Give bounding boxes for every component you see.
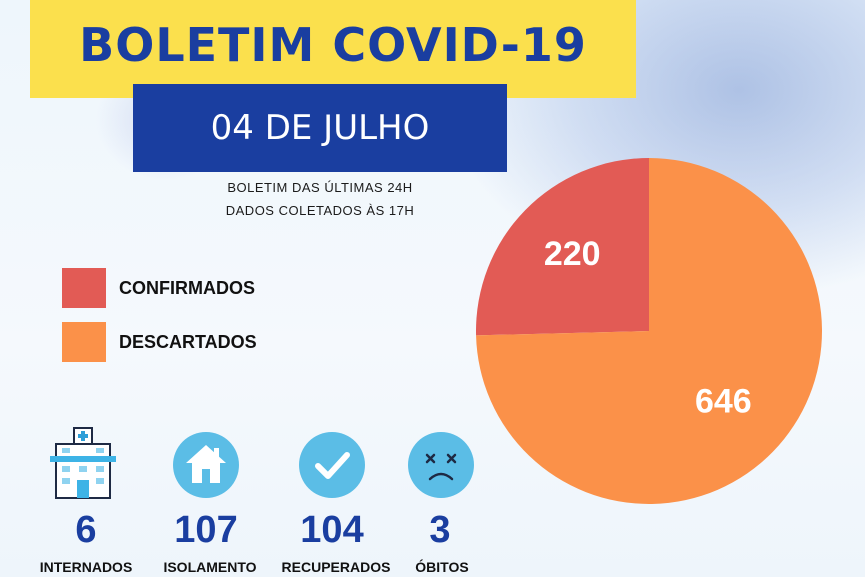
stat-value-isolamento: 107 xyxy=(174,509,238,551)
stat-value-obitos: 3 xyxy=(429,509,451,551)
stat-value-internados: 6 xyxy=(75,509,97,551)
legend-swatch-descartados xyxy=(62,322,106,362)
subtitle-line-2: DADOS COLETADOS ÀS 17H xyxy=(225,203,415,218)
legend-swatch-confirmados xyxy=(62,268,106,308)
report-date: 04 DE JULHO xyxy=(210,108,430,148)
stat-label-obitos: ÓBITOS xyxy=(415,559,469,575)
date-box xyxy=(133,84,507,172)
stat-label-isolamento: ISOLAMENTO xyxy=(163,559,257,575)
pie-label-descartados: 646 xyxy=(695,382,752,420)
pie-slice-descartados xyxy=(476,158,822,504)
stat-label-internados: INTERNADOS xyxy=(39,559,133,575)
subtitle-line-1: BOLETIM DAS ÚLTIMAS 24H xyxy=(227,180,413,195)
title-band xyxy=(30,0,636,98)
pie-chart: 220 646 xyxy=(476,158,822,504)
sad-face-icon xyxy=(408,432,474,498)
page-title: BOLETIM COVID-19 xyxy=(79,18,587,72)
stat-value-recuperados: 104 xyxy=(300,509,364,551)
house-icon xyxy=(173,432,239,498)
pie-label-confirmados: 220 xyxy=(544,235,601,273)
pie-slice-confirmados xyxy=(476,158,649,336)
stat-label-recuperados: RECUPERADOS xyxy=(281,559,391,575)
hospital-icon xyxy=(50,427,116,499)
legend-label-descartados: DESCARTADOS xyxy=(119,332,257,352)
legend-label-confirmados: CONFIRMADOS xyxy=(119,278,255,298)
checkmark-icon xyxy=(299,432,365,498)
